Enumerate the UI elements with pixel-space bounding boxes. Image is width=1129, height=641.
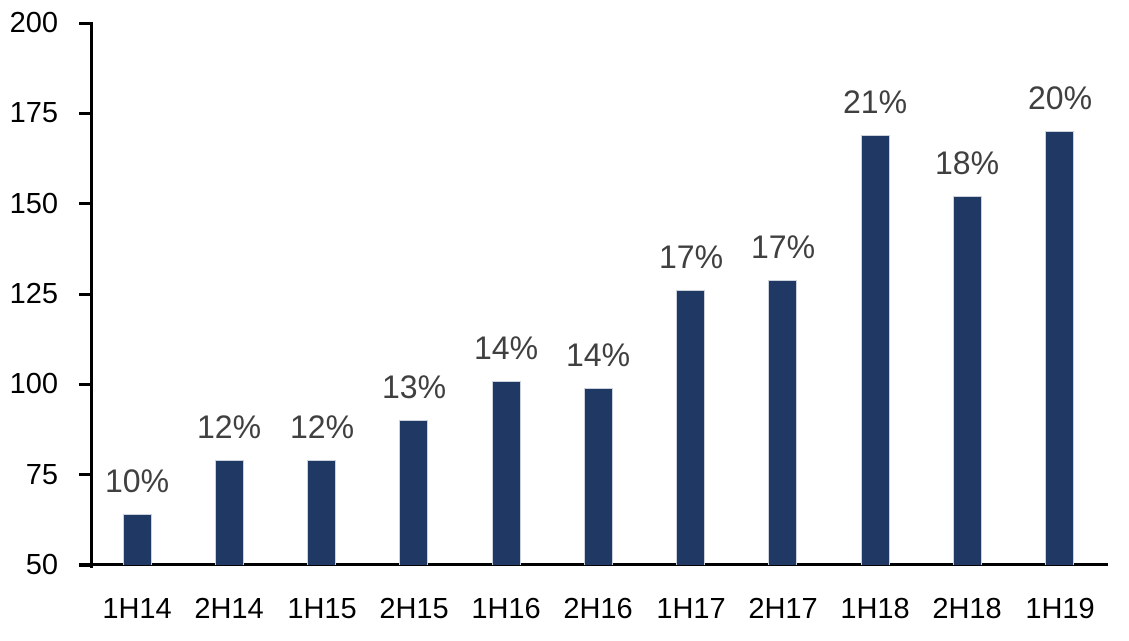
x-axis-label-1H17: 1H17 bbox=[656, 593, 726, 625]
bar-value-label: 14% bbox=[473, 330, 539, 366]
bar-value-label: 12% bbox=[196, 409, 262, 445]
y-axis-tick bbox=[79, 22, 91, 25]
x-axis-label-2H18: 2H18 bbox=[932, 593, 1002, 625]
x-axis-label-1H18: 1H18 bbox=[840, 593, 910, 625]
bar-2H18 bbox=[953, 196, 982, 565]
y-axis-tick-label: 150 bbox=[9, 188, 58, 220]
y-axis-tick-label: 75 bbox=[25, 459, 58, 491]
x-axis-label-1H14: 1H14 bbox=[102, 593, 172, 625]
y-axis-tick-label: 100 bbox=[9, 368, 58, 400]
y-axis-tick-label: 200 bbox=[9, 7, 58, 39]
bar-value-label: 17% bbox=[750, 229, 816, 265]
x-axis-label-2H14: 2H14 bbox=[194, 593, 264, 625]
x-axis-label-1H16: 1H16 bbox=[471, 593, 541, 625]
bar-2H14 bbox=[215, 460, 244, 565]
x-axis-label-2H16: 2H16 bbox=[563, 593, 633, 625]
bar-1H15 bbox=[307, 460, 336, 565]
y-axis-tick bbox=[79, 473, 91, 476]
bar-1H16 bbox=[492, 381, 521, 565]
y-axis-tick bbox=[79, 564, 91, 567]
bar-value-label: 20% bbox=[1027, 80, 1093, 116]
x-axis-label-1H19: 1H19 bbox=[1025, 593, 1095, 625]
bar-1H18 bbox=[861, 135, 890, 565]
x-axis-label-1H15: 1H15 bbox=[287, 593, 357, 625]
y-axis-tick-label: 50 bbox=[25, 549, 58, 581]
y-axis-tick bbox=[79, 383, 91, 386]
y-axis-tick bbox=[79, 112, 91, 115]
bar-value-label: 21% bbox=[842, 84, 908, 120]
bar-2H15 bbox=[399, 420, 428, 565]
bar-1H19 bbox=[1045, 131, 1074, 565]
bar-value-label: 17% bbox=[658, 239, 724, 275]
y-axis-tick bbox=[79, 293, 91, 296]
y-axis-tick-label: 175 bbox=[9, 97, 58, 129]
x-axis-label-2H15: 2H15 bbox=[379, 593, 449, 625]
y-axis-line bbox=[90, 22, 93, 568]
bar-2H17 bbox=[768, 280, 797, 565]
bar-value-label: 18% bbox=[934, 145, 1000, 181]
bar-1H17 bbox=[676, 290, 705, 565]
bar-value-label: 14% bbox=[565, 337, 631, 373]
x-axis-label-2H17: 2H17 bbox=[748, 593, 818, 625]
bar-2H16 bbox=[584, 388, 613, 565]
y-axis-tick-label: 125 bbox=[9, 278, 58, 310]
bar-value-label: 12% bbox=[289, 409, 355, 445]
bar-value-label: 13% bbox=[381, 369, 447, 405]
bar-1H14 bbox=[123, 514, 152, 565]
y-axis-tick bbox=[79, 202, 91, 205]
bar-value-label: 10% bbox=[104, 463, 170, 499]
